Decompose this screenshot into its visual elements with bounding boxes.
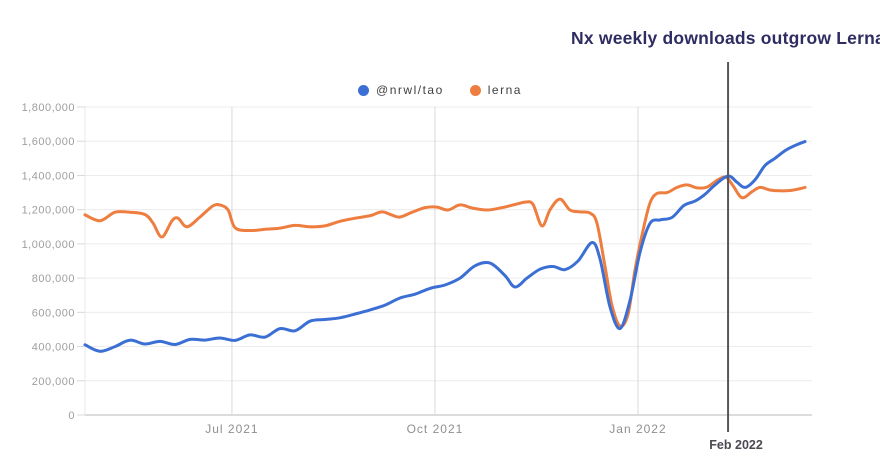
legend-item-nrwl-tao[interactable]: @nrwl/tao <box>358 83 444 97</box>
y-tick-label: 200,000 <box>32 376 75 388</box>
annotation-label: Feb 2022 <box>709 438 763 452</box>
y-tick-label: 400,000 <box>32 342 75 354</box>
y-tick-label: 1,200,000 <box>22 205 75 217</box>
y-tick-label: 600,000 <box>32 307 75 319</box>
y-tick-label: 1,600,000 <box>22 136 75 148</box>
x-tick-label: Oct 2021 <box>407 422 464 436</box>
y-tick-label: 800,000 <box>32 273 75 285</box>
series-line-lerna <box>83 175 807 328</box>
chart-legend: @nrwl/tao lerna <box>0 83 880 97</box>
lerna-series-dot-icon <box>469 84 481 96</box>
y-tick-label: 1,000,000 <box>22 239 75 251</box>
legend-label-lerna: lerna <box>487 83 522 97</box>
x-tick-label: Jul 2021 <box>205 422 258 436</box>
x-tick-label: Jan 2022 <box>609 422 666 436</box>
legend-label-nrwl-tao: @nrwl/tao <box>376 83 444 97</box>
series-line--nrwl-tao <box>83 140 807 353</box>
y-tick-label: 1,800,000 <box>22 102 75 114</box>
chart-title: Nx weekly downloads outgrow Lerna <box>571 28 880 48</box>
y-tick-label: 1,400,000 <box>22 170 75 182</box>
y-tick-label: 0 <box>68 410 75 422</box>
legend-item-lerna[interactable]: lerna <box>469 83 522 97</box>
nrwl-tao-series-dot-icon <box>358 84 370 96</box>
